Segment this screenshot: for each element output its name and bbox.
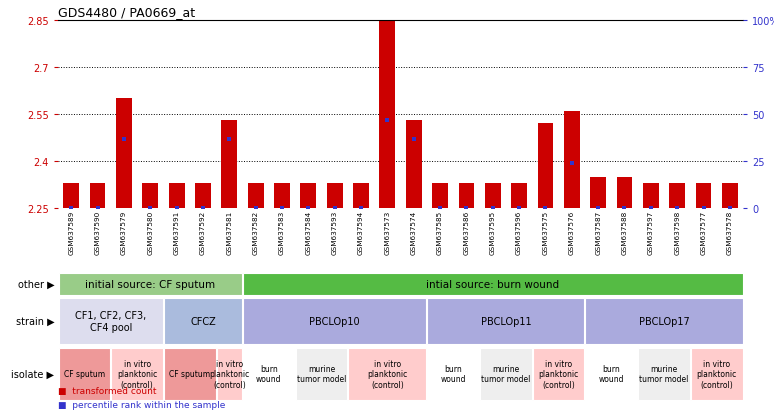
Bar <box>537 124 553 209</box>
Bar <box>63 183 79 209</box>
Bar <box>243 273 742 295</box>
Bar <box>217 348 242 399</box>
Bar <box>480 348 532 399</box>
Bar <box>142 183 158 209</box>
Bar <box>243 348 295 399</box>
Bar <box>696 183 711 209</box>
Bar <box>617 177 632 209</box>
Text: in vitro
planktonic
(control): in vitro planktonic (control) <box>539 359 579 389</box>
Bar <box>90 183 105 209</box>
Text: burn
wound: burn wound <box>598 364 624 383</box>
Bar <box>195 183 211 209</box>
Text: initial source: CF sputum: initial source: CF sputum <box>85 279 215 289</box>
Text: murine
tumor model: murine tumor model <box>639 364 689 383</box>
Text: CFCZ: CFCZ <box>190 316 216 326</box>
Bar <box>59 273 242 295</box>
Text: PBCLOp11: PBCLOp11 <box>481 316 531 326</box>
Text: murine
tumor model: murine tumor model <box>481 364 531 383</box>
Bar <box>691 348 742 399</box>
Bar <box>111 348 163 399</box>
Bar <box>116 99 132 209</box>
Text: isolate ▶: isolate ▶ <box>11 369 54 379</box>
Text: CF sputum: CF sputum <box>170 369 211 378</box>
Bar <box>406 121 422 209</box>
Bar <box>353 183 369 209</box>
Text: in vitro
planktonic
(control): in vitro planktonic (control) <box>117 359 157 389</box>
Text: ■  transformed count: ■ transformed count <box>58 386 156 395</box>
Bar <box>511 183 527 209</box>
Text: burn
wound: burn wound <box>256 364 282 383</box>
Bar <box>427 348 479 399</box>
Bar <box>533 348 584 399</box>
Bar <box>585 298 742 344</box>
Text: PBCLOp10: PBCLOp10 <box>310 316 360 326</box>
Bar <box>591 177 606 209</box>
Bar <box>485 183 501 209</box>
Bar <box>243 298 426 344</box>
Text: burn
wound: burn wound <box>440 364 466 383</box>
Bar <box>169 183 184 209</box>
Bar <box>432 183 448 209</box>
Bar <box>327 183 343 209</box>
Bar <box>248 183 263 209</box>
Bar <box>379 21 396 209</box>
Text: PBCLOp17: PBCLOp17 <box>639 316 690 326</box>
Bar <box>164 298 242 344</box>
Text: ■  percentile rank within the sample: ■ percentile rank within the sample <box>58 400 225 409</box>
Text: murine
tumor model: murine tumor model <box>296 364 346 383</box>
Text: strain ▶: strain ▶ <box>15 316 54 326</box>
Text: other ▶: other ▶ <box>18 279 54 289</box>
Text: CF sputum: CF sputum <box>63 369 105 378</box>
Text: in vitro
planktonic
(control): in vitro planktonic (control) <box>697 359 737 389</box>
Bar <box>670 183 685 209</box>
Bar <box>59 298 163 344</box>
Text: GDS4480 / PA0669_at: GDS4480 / PA0669_at <box>58 6 195 19</box>
Bar <box>585 348 637 399</box>
Bar <box>458 183 474 209</box>
Bar <box>296 348 348 399</box>
Bar <box>639 348 690 399</box>
Text: intial source: burn wound: intial source: burn wound <box>426 279 560 289</box>
Bar <box>427 298 584 344</box>
Text: in vitro
planktonic
(control): in vitro planktonic (control) <box>367 359 407 389</box>
Bar <box>348 348 426 399</box>
Bar <box>564 112 580 209</box>
Bar <box>274 183 290 209</box>
Bar <box>643 183 659 209</box>
Text: in vitro
planktonic
(control): in vitro planktonic (control) <box>209 359 249 389</box>
Text: CF1, CF2, CF3,
CF4 pool: CF1, CF2, CF3, CF4 pool <box>75 310 146 332</box>
Bar <box>722 183 738 209</box>
Bar <box>300 183 317 209</box>
Bar <box>164 348 216 399</box>
Bar <box>59 348 110 399</box>
Bar <box>221 121 237 209</box>
